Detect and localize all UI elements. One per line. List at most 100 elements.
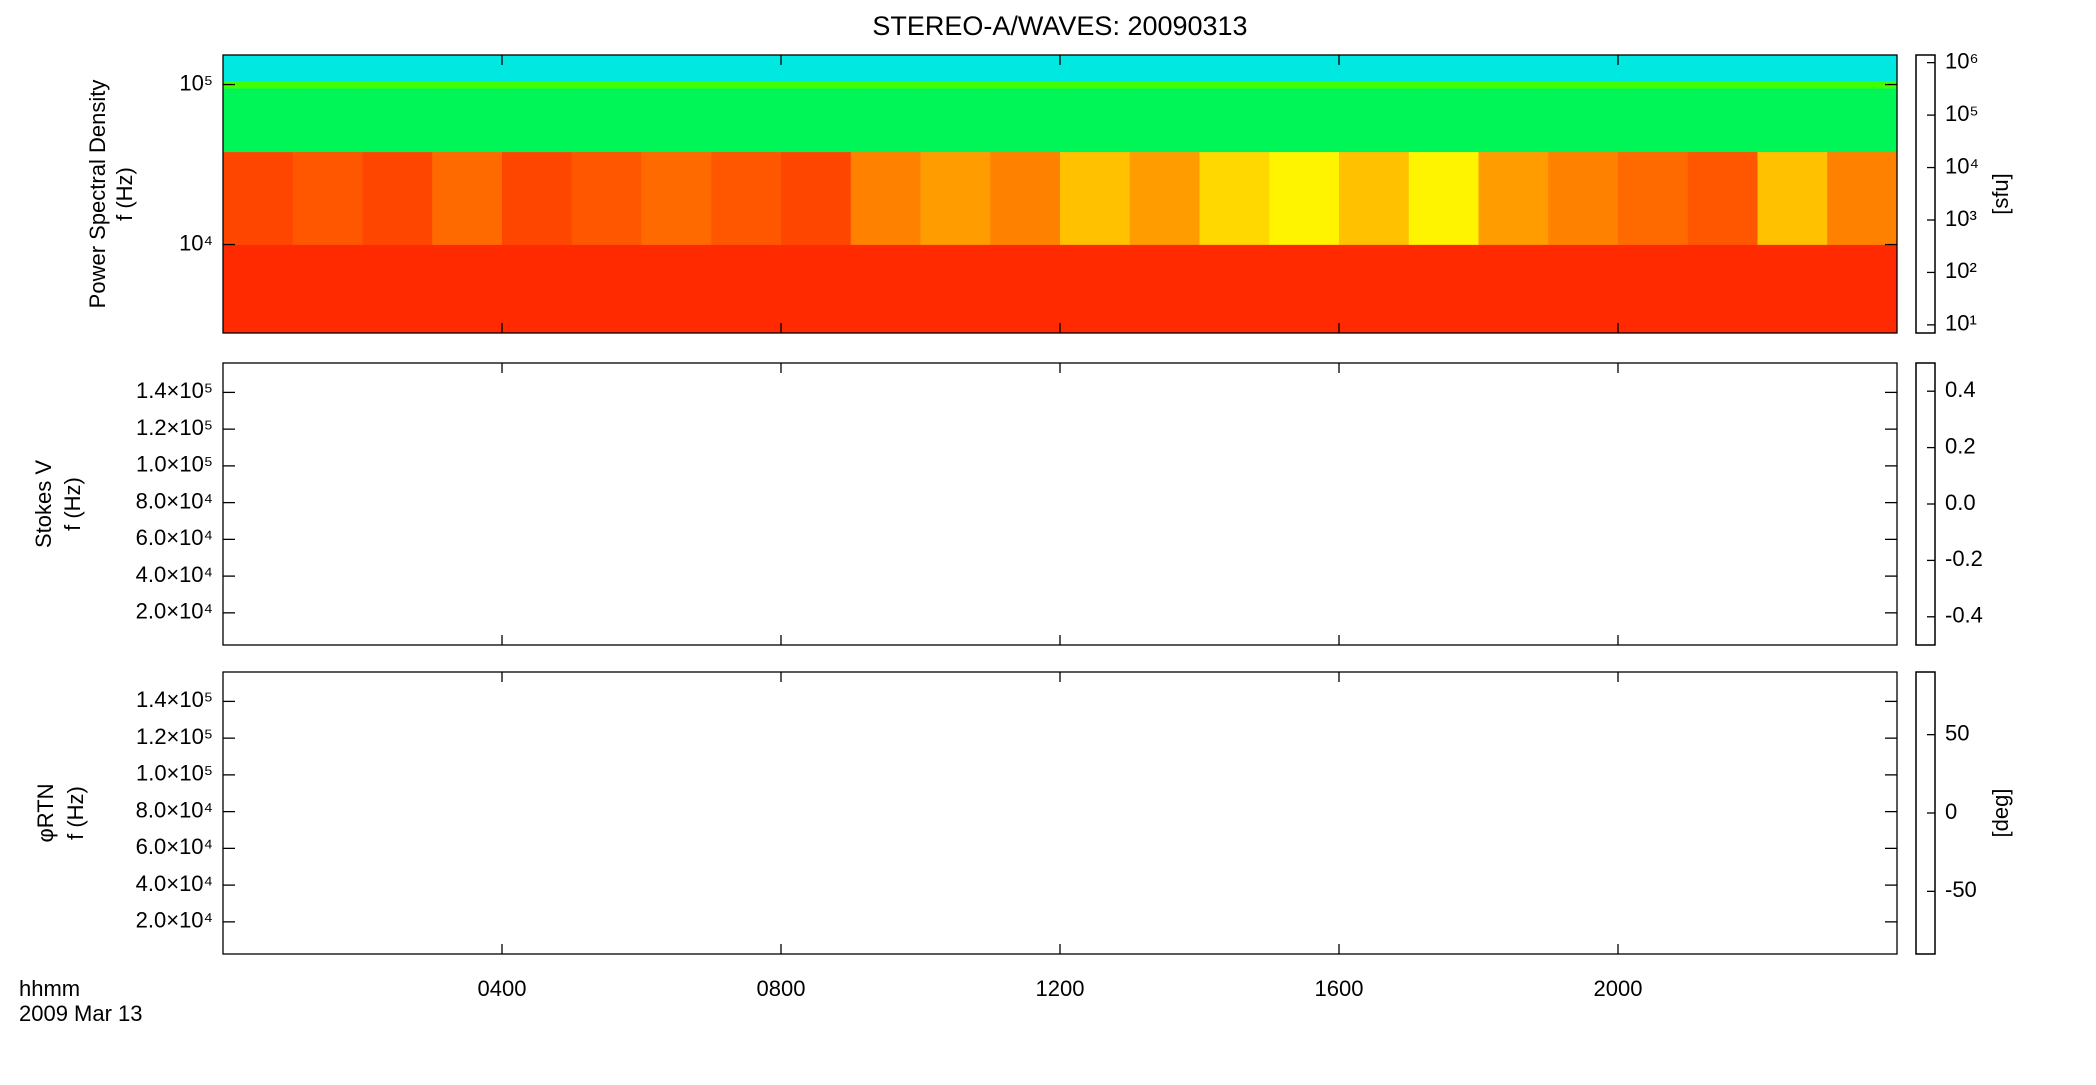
heatmap-cell [1548, 55, 1619, 82]
heatmap-cell [1478, 244, 1549, 334]
heatmap-cell [571, 55, 642, 82]
y-axis-label: Power Spectral Density [85, 80, 110, 309]
heatmap-cell [1827, 55, 1898, 82]
heatmap-cell [1129, 151, 1200, 245]
heatmap-cell [223, 55, 294, 82]
heatmap-cell [1618, 244, 1689, 334]
y-axis-label: f (Hz) [60, 477, 85, 531]
heatmap-cell [1339, 151, 1410, 245]
heatmap-cell [990, 151, 1061, 245]
colorbar-tick-label: 10¹ [1945, 311, 1977, 336]
heatmap-cell [711, 244, 782, 334]
heatmap-cell [1827, 244, 1898, 334]
y-axis-label: f (Hz) [112, 167, 137, 221]
heatmap-cell [1060, 244, 1131, 334]
heatmap-cell [1757, 151, 1828, 245]
y-tick-label: 1.2×10⁵ [136, 415, 213, 440]
x-tick-label: 0400 [478, 976, 527, 1001]
heatmap-cell [781, 81, 852, 89]
heatmap-cell [850, 244, 921, 334]
heatmap-cell [1269, 55, 1340, 82]
heatmap-cell [1199, 244, 1270, 334]
x-tick-label: 0800 [757, 976, 806, 1001]
colorbar-tick-label: 0.0 [1945, 490, 1976, 515]
heatmap-cell [292, 244, 363, 334]
heatmap-cell [1478, 88, 1549, 153]
heatmap-cell [641, 55, 712, 82]
heatmap-cell [1757, 88, 1828, 153]
heatmap-cell [641, 81, 712, 89]
x-tick-label: 1200 [1036, 976, 1085, 1001]
heatmap-cell [362, 88, 433, 153]
heatmap-cell [1827, 81, 1898, 89]
heatmap-cell [850, 55, 921, 82]
heatmap-cell [432, 151, 503, 245]
heatmap-cell [1129, 244, 1200, 334]
heatmap-cell [920, 81, 991, 89]
chart-title: STEREO-A/WAVES: 20090313 [872, 11, 1247, 41]
heatmap-cell [1687, 88, 1758, 153]
heatmap-cell [432, 244, 503, 334]
heatmap-cell [850, 151, 921, 245]
colorbar-label: [sfu] [1988, 173, 2013, 215]
heatmap-cell [1757, 55, 1828, 82]
heatmap-cell [1129, 88, 1200, 153]
heatmap-cell [1408, 81, 1479, 89]
colorbar-tick-label: 10⁵ [1945, 101, 1979, 126]
heatmap-cell [1060, 55, 1131, 82]
heatmap-cell [781, 55, 852, 82]
heatmap-cell [1478, 55, 1549, 82]
heatmap-cell [1269, 81, 1340, 89]
colorbar [1915, 54, 1936, 334]
heatmap-cell [432, 88, 503, 153]
heatmap-cell [292, 151, 363, 245]
heatmap-cell [1618, 55, 1689, 82]
heatmap-cell [223, 88, 294, 153]
x-tick-label: 1600 [1315, 976, 1364, 1001]
colorbar-tick-label: 10³ [1945, 206, 1977, 231]
colorbar-tick-label: -0.2 [1945, 546, 1983, 571]
heatmap-cell [362, 55, 433, 82]
heatmap-cell [1827, 88, 1898, 153]
heatmap-cell [223, 81, 294, 89]
heatmap-cell [711, 88, 782, 153]
heatmap-cell [711, 151, 782, 245]
heatmap-cell [641, 244, 712, 334]
heatmap-cell [223, 151, 294, 245]
heatmap-cell [920, 151, 991, 245]
colorbar-frame [1915, 54, 1936, 334]
heatmap-cell [1269, 151, 1340, 245]
colorbar-tick-label: 0 [1945, 799, 1957, 824]
heatmap-cell [1687, 244, 1758, 334]
colorbar-tick-label: 50 [1945, 720, 1969, 745]
heatmap-cell [1060, 81, 1131, 89]
heatmap-cell [571, 88, 642, 153]
colorbar-tick-label: 0.2 [1945, 433, 1976, 458]
heatmap-cell [571, 244, 642, 334]
y-tick-label: 2.0×10⁴ [136, 908, 213, 933]
heatmap-cell [1060, 88, 1131, 153]
heatmap-cell [502, 88, 573, 153]
y-tick-label: 1.4×10⁵ [136, 687, 213, 712]
heatmap-cell [920, 88, 991, 153]
x-axis-label: hhmm [19, 976, 80, 1001]
heatmap-cell [1687, 151, 1758, 245]
y-tick-label: 10⁴ [179, 230, 213, 255]
heatmap-cell [1339, 55, 1410, 82]
heatmap-cell [850, 88, 921, 153]
heatmap-cell [571, 151, 642, 245]
heatmap-cell [990, 88, 1061, 153]
heatmap-cell [1827, 151, 1898, 245]
heatmap-cell [1618, 151, 1689, 245]
heatmap-cell [641, 88, 712, 153]
heatmap-cell [1548, 151, 1619, 245]
heatmap-cell [1687, 55, 1758, 82]
y-tick-label: 4.0×10⁴ [136, 562, 213, 587]
y-tick-label: 8.0×10⁴ [136, 488, 213, 513]
heatmap-cell [362, 81, 433, 89]
heatmap-cell [711, 55, 782, 82]
heatmap-cell [1548, 244, 1619, 334]
heatmap-cell [1757, 81, 1828, 89]
heatmap-cell [1339, 244, 1410, 334]
